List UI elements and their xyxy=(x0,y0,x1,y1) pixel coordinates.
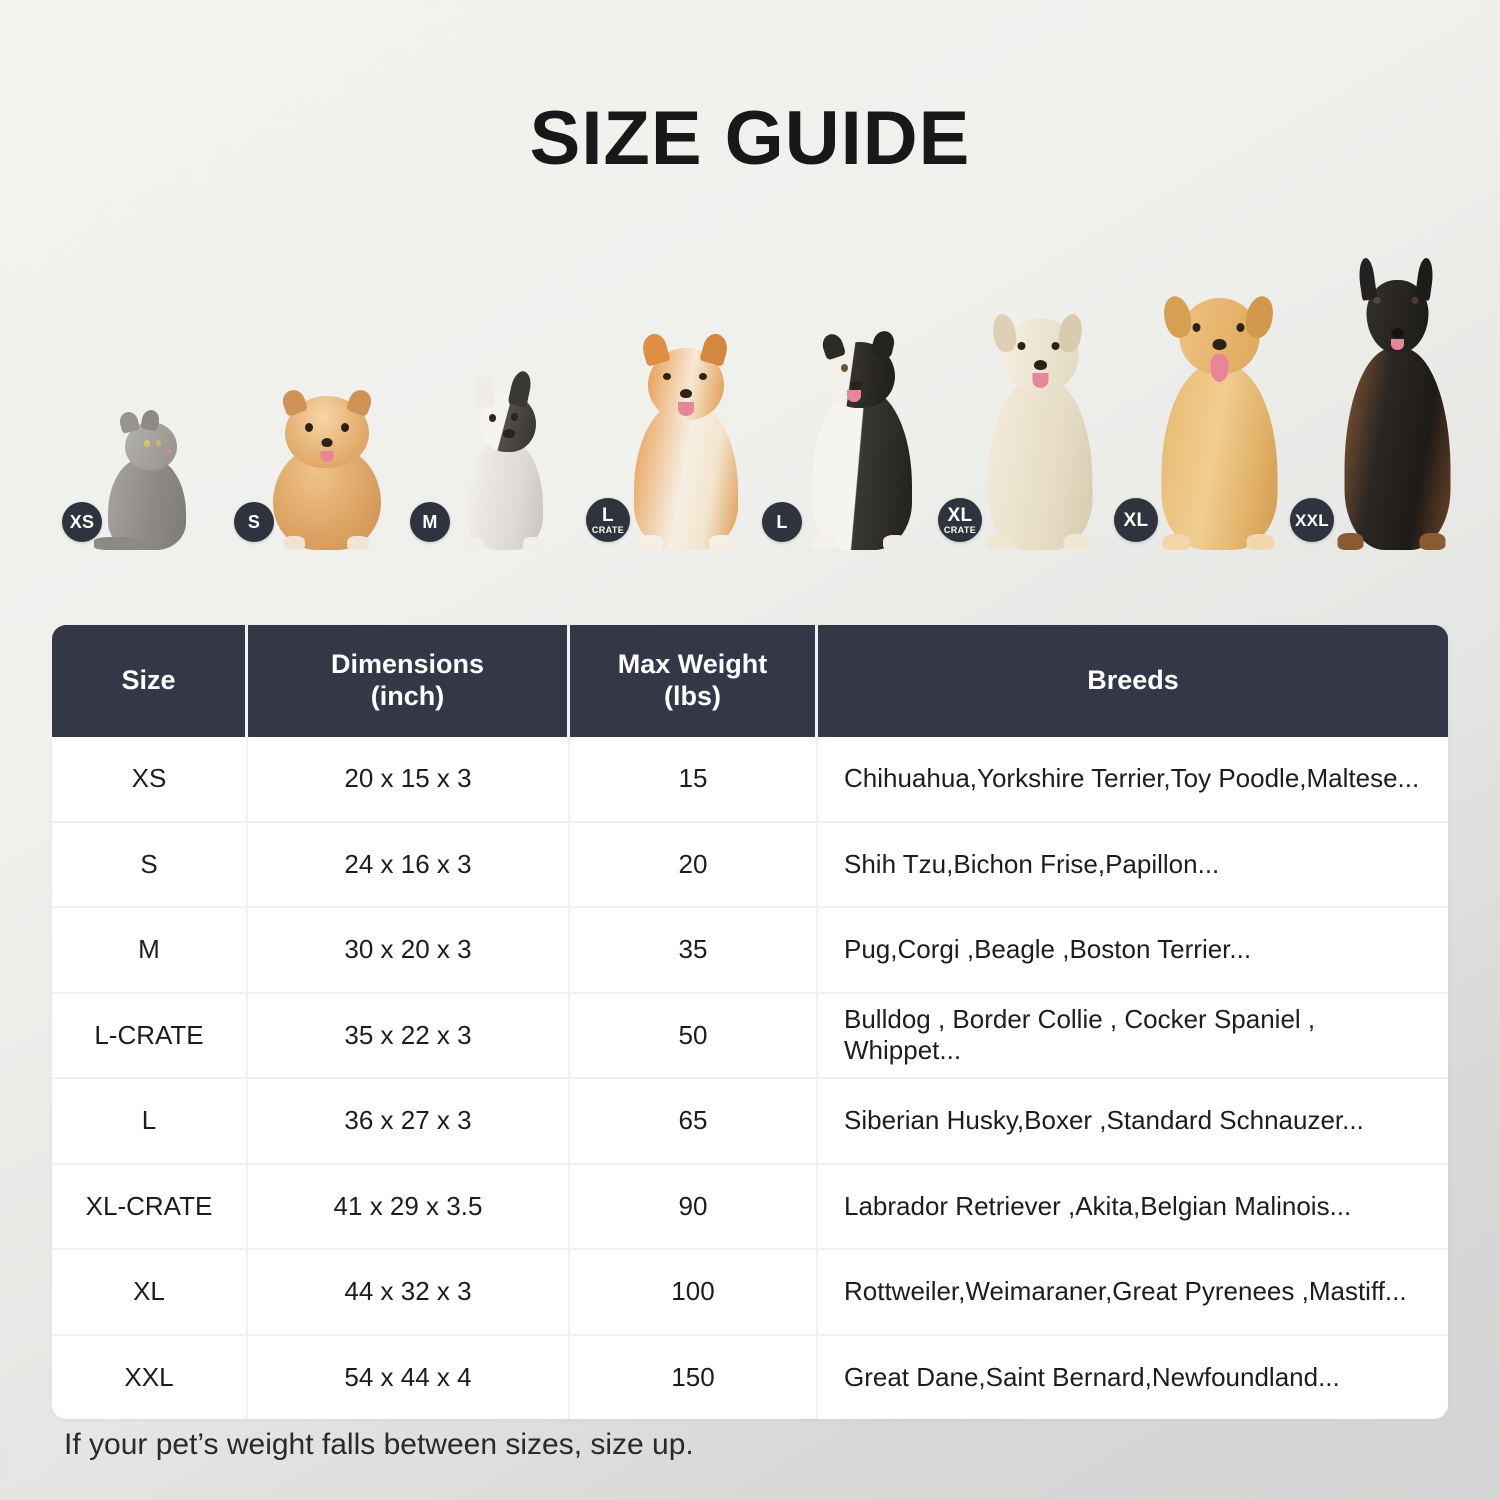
cell-weight: 90 xyxy=(570,1164,818,1248)
pet-figure-m: M xyxy=(410,365,600,550)
size-badge-label: L xyxy=(602,504,614,526)
pet-figure-l: L xyxy=(762,315,962,550)
size-chart-table: Size Dimensions (inch) Max Weight (lbs) … xyxy=(52,625,1448,1419)
size-badge-label: XXL xyxy=(1295,510,1329,530)
pet-size-lineup: XS S xyxy=(52,250,1452,550)
size-badge-label: XL xyxy=(1123,509,1149,531)
pet-figure-xxl: XXL xyxy=(1290,255,1500,550)
column-header-breeds-label: Breeds xyxy=(1087,665,1179,696)
cell-weight: 50 xyxy=(570,993,818,1077)
cell-size: XL-CRATE xyxy=(52,1164,248,1248)
size-badge-sublabel: CRATE xyxy=(943,524,977,535)
pet-figure-xs: XS xyxy=(62,408,232,550)
table-body: XS 20 x 15 x 3 15 Chihuahua,Yorkshire Te… xyxy=(52,737,1448,1419)
cell-breeds: Bulldog , Border Collie , Cocker Spaniel… xyxy=(844,1004,1316,1066)
size-badge-m: M xyxy=(410,502,450,542)
dimensions-line2: (inch) xyxy=(370,681,445,711)
size-badge-label: XS xyxy=(69,512,95,532)
column-header-size: Size xyxy=(52,625,248,737)
doberman-illustration xyxy=(1315,255,1480,550)
column-header-weight: Max Weight (lbs) xyxy=(570,625,818,737)
table-row: L 36 x 27 x 3 65 Siberian Husky,Boxer ,S… xyxy=(52,1077,1448,1163)
cell-dimensions: 35 x 22 x 3 xyxy=(248,993,570,1077)
size-badge-label: M xyxy=(422,512,438,532)
cell-size: XS xyxy=(52,737,248,821)
border-collie-illustration xyxy=(787,315,937,550)
table-row: XL 44 x 32 x 3 100 Rottweiler,Weimaraner… xyxy=(52,1248,1448,1334)
cell-dimensions: 44 x 32 x 3 xyxy=(248,1250,570,1334)
table-row: S 24 x 16 x 3 20 Shih Tzu,Bichon Frise,P… xyxy=(52,820,1448,906)
cell-size: XL xyxy=(52,1250,248,1334)
cell-dimensions: 20 x 15 x 3 xyxy=(248,737,570,821)
shiba-inu-illustration xyxy=(611,325,761,550)
cell-weight: 100 xyxy=(570,1250,818,1334)
cell-weight: 150 xyxy=(570,1335,818,1419)
table-row: XL-CRATE 41 x 29 x 3.5 90 Labrador Retri… xyxy=(52,1162,1448,1248)
size-badge-s: S xyxy=(234,502,274,542)
cell-dimensions: 41 x 29 x 3.5 xyxy=(248,1164,570,1248)
cell-weight: 35 xyxy=(570,908,818,992)
pomeranian-illustration xyxy=(257,386,397,550)
golden-retriever-illustration xyxy=(1137,285,1302,550)
column-header-dimensions: Dimensions (inch) xyxy=(248,625,570,737)
cell-size: L xyxy=(52,1079,248,1163)
cell-breeds: Rottweiler,Weimaraner,Great Pyrenees ,Ma… xyxy=(844,1276,1407,1307)
column-header-dimensions-label: Dimensions (inch) xyxy=(331,649,484,713)
cell-size: S xyxy=(52,822,248,906)
cell-breeds: Chihuahua,Yorkshire Terrier,Toy Poodle,M… xyxy=(844,763,1420,794)
french-bulldog-illustration xyxy=(445,365,565,550)
weight-line2: (lbs) xyxy=(663,681,721,711)
cell-breeds: Pug,Corgi ,Beagle ,Boston Terrier... xyxy=(844,934,1252,965)
size-badge-xl-crate: XL CRATE xyxy=(938,498,982,542)
size-badge-label: S xyxy=(247,512,261,532)
cell-breeds: Siberian Husky,Boxer ,Standard Schnauzer… xyxy=(844,1105,1364,1136)
size-badge-l: L xyxy=(762,502,802,542)
table-row: M 30 x 20 x 3 35 Pug,Corgi ,Beagle ,Bost… xyxy=(52,906,1448,992)
cell-size: M xyxy=(52,908,248,992)
column-header-breeds: Breeds xyxy=(818,625,1448,737)
cell-dimensions: 54 x 44 x 4 xyxy=(248,1335,570,1419)
pet-figure-s: S xyxy=(234,386,419,550)
size-badge-xxl: XXL xyxy=(1290,498,1334,542)
sizing-footnote: If your pet’s weight falls between sizes… xyxy=(64,1428,694,1461)
cell-dimensions: 30 x 20 x 3 xyxy=(248,908,570,992)
size-badge-l-crate: L CRATE xyxy=(586,498,630,542)
size-badge-sublabel: CRATE xyxy=(591,524,625,535)
table-row: XXL 54 x 44 x 4 150 Great Dane,Saint Ber… xyxy=(52,1333,1448,1419)
cell-dimensions: 24 x 16 x 3 xyxy=(248,822,570,906)
cell-breeds: Great Dane,Saint Bernard,Newfoundland... xyxy=(844,1361,1340,1392)
cell-weight: 20 xyxy=(570,822,818,906)
cell-weight: 15 xyxy=(570,737,818,821)
pet-figure-l-crate: L CRATE xyxy=(586,325,786,550)
size-badge-xs: XS xyxy=(62,502,102,542)
weight-line1: Max Weight xyxy=(617,649,768,680)
pet-figure-xl: XL xyxy=(1114,285,1324,550)
cell-weight: 65 xyxy=(570,1079,818,1163)
cell-breeds: Shih Tzu,Bichon Frise,Papillon... xyxy=(844,848,1220,879)
grey-cat-illustration xyxy=(82,408,212,550)
cell-breeds: Labrador Retriever ,Akita,Belgian Malino… xyxy=(844,1190,1352,1221)
labrador-retriever-illustration xyxy=(963,300,1118,550)
table-header-row: Size Dimensions (inch) Max Weight (lbs) … xyxy=(52,625,1448,737)
cell-size: XXL xyxy=(52,1335,248,1419)
size-badge-xl: XL xyxy=(1114,498,1158,542)
page-title: SIZE GUIDE xyxy=(529,96,971,181)
table-row: L-CRATE 35 x 22 x 3 50 Bulldog , Border … xyxy=(52,991,1448,1077)
column-header-weight-label: Max Weight (lbs) xyxy=(618,649,768,713)
pet-figure-xl-crate: XL CRATE xyxy=(938,300,1143,550)
size-badge-label: XL xyxy=(947,504,973,526)
column-header-size-label: Size xyxy=(121,665,176,696)
size-badge-label: L xyxy=(776,512,788,532)
dimensions-line1: Dimensions xyxy=(330,649,485,680)
table-row: XS 20 x 15 x 3 15 Chihuahua,Yorkshire Te… xyxy=(52,737,1448,821)
cell-size: L-CRATE xyxy=(52,993,248,1077)
cell-dimensions: 36 x 27 x 3 xyxy=(248,1079,570,1163)
